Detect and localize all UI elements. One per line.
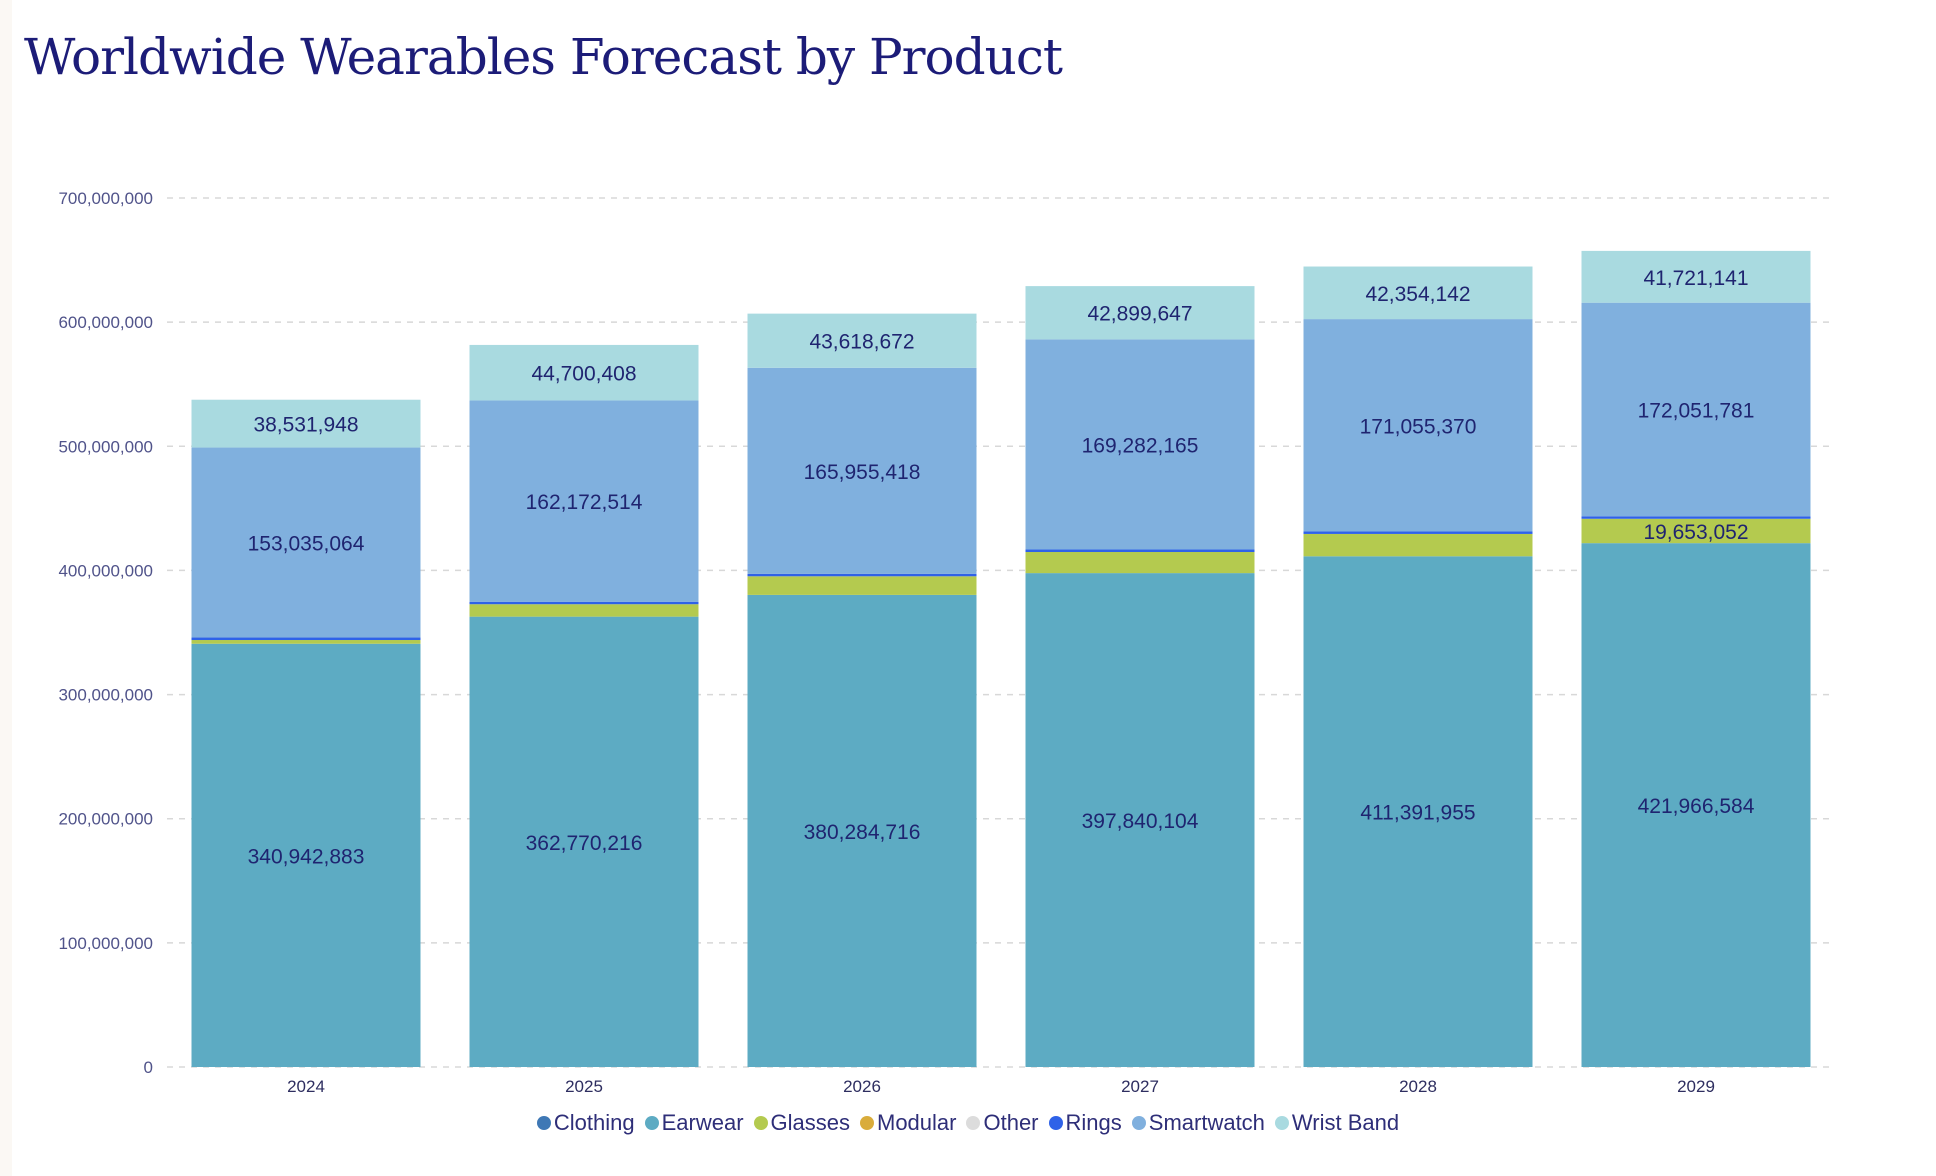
bar-segment-smartwatch: [1303, 319, 1533, 532]
x-tick-label: 2024: [287, 1077, 325, 1096]
legend-dot-icon: [860, 1116, 874, 1130]
y-tick-label: 0: [144, 1058, 153, 1077]
x-tick-label: 2029: [1677, 1077, 1715, 1096]
legend-dot-icon: [966, 1116, 981, 1130]
data-label: 380,284,716: [804, 821, 921, 844]
data-label: 397,840,104: [1082, 810, 1199, 833]
data-label: 41,721,141: [1643, 267, 1748, 290]
legend-label: Wrist Band: [1291, 1110, 1400, 1135]
data-label: 162,172,514: [526, 491, 643, 514]
legend-label: Earwear: [661, 1110, 744, 1135]
data-label: 411,391,955: [1360, 802, 1475, 825]
bar-segment-glasses: [191, 640, 421, 644]
legend-item[interactable]: Wrist Band: [1274, 1110, 1400, 1136]
x-tick-label: 2028: [1399, 1077, 1437, 1096]
bar-segment-earwear: [1303, 556, 1533, 1067]
data-label: 169,282,165: [1082, 434, 1199, 457]
y-tick-label: 100,000,000: [58, 934, 153, 953]
y-tick-label: 700,000,000: [58, 189, 153, 208]
legend-label: Rings: [1065, 1110, 1122, 1135]
bar-segment-wrist-band: [747, 313, 977, 368]
bar-segment-rings: [469, 601, 699, 605]
bar-segment-glasses: [1025, 552, 1255, 574]
legend-item[interactable]: Other: [966, 1110, 1039, 1136]
legend-dot-icon: [1048, 1116, 1063, 1130]
bar-segment-wrist-band: [469, 344, 699, 401]
data-label: 42,354,142: [1365, 283, 1470, 306]
legend-item[interactable]: Rings: [1048, 1110, 1122, 1136]
legend-dot-icon: [753, 1116, 768, 1130]
legend-dot-icon: [644, 1116, 659, 1130]
data-label: 421,966,584: [1638, 795, 1755, 818]
bar-segment-wrist-band: [1025, 286, 1255, 340]
y-tick-label: 400,000,000: [58, 561, 153, 580]
data-label: 42,899,647: [1087, 303, 1192, 326]
bar-segment-wrist-band: [1581, 250, 1811, 303]
bar-segment-smartwatch: [469, 400, 699, 602]
data-label: 43,618,672: [809, 331, 914, 354]
data-label: 19,653,052: [1643, 521, 1748, 544]
bar-segment-rings: [1303, 531, 1533, 534]
legend-dot-icon: [1131, 1116, 1146, 1130]
legend-label: Smartwatch: [1148, 1110, 1265, 1135]
data-label: 38,531,948: [253, 414, 358, 437]
bar-segment-earwear: [747, 594, 977, 1067]
bar-segment-glasses: [747, 576, 977, 595]
data-label: 340,942,883: [248, 845, 365, 868]
y-tick-label: 500,000,000: [58, 437, 153, 456]
x-tick-label: 2025: [565, 1077, 603, 1096]
legend: Clothing Earwear Glasses Modular Other Rings S…: [0, 1110, 1936, 1136]
legend-label: Modular: [877, 1110, 957, 1135]
data-label: 44,700,408: [531, 363, 636, 386]
legend-item[interactable]: Smartwatch: [1131, 1110, 1265, 1136]
x-tick-label: 2027: [1121, 1077, 1159, 1096]
data-label: 165,955,418: [804, 461, 921, 484]
bar-segment-earwear: [469, 616, 699, 1067]
data-label: 172,051,781: [1638, 399, 1755, 422]
chart-title: Worldwide Wearables Forecast by Product: [24, 28, 1063, 86]
legend-item[interactable]: Glasses: [753, 1110, 850, 1136]
legend-dot-icon: [536, 1116, 551, 1130]
legend-label: Other: [983, 1110, 1039, 1135]
legend-item[interactable]: Clothing: [536, 1110, 635, 1136]
legend-label: Glasses: [770, 1110, 850, 1135]
bar-segment-earwear: [191, 643, 421, 1067]
bar-segment-smartwatch: [1581, 302, 1811, 517]
x-tick-label: 2026: [843, 1077, 881, 1096]
bar-segment-rings: [1581, 516, 1811, 519]
data-label: 362,770,216: [526, 832, 643, 855]
y-tick-label: 300,000,000: [58, 686, 153, 705]
legend-item[interactable]: Earwear: [644, 1110, 744, 1136]
bar-segment-earwear: [1581, 543, 1811, 1067]
bar-segment-rings: [1025, 549, 1255, 553]
bar-segment-rings: [191, 637, 421, 641]
bar-segment-smartwatch: [191, 447, 421, 638]
legend-dot-icon: [1274, 1116, 1289, 1130]
bar-segment-smartwatch: [747, 367, 977, 574]
bar-segment-smartwatch: [1025, 339, 1255, 550]
bar-segment-earwear: [1025, 573, 1255, 1067]
data-label: 153,035,064: [248, 533, 365, 556]
legend-label: Clothing: [553, 1110, 635, 1135]
page-edge: [0, 0, 12, 1176]
data-label: 171,055,370: [1360, 415, 1477, 438]
bar-segment-wrist-band: [1303, 266, 1533, 320]
bar-segment-wrist-band: [191, 399, 421, 448]
legend-item[interactable]: Modular: [860, 1110, 956, 1136]
bar-segment-glasses: [1303, 533, 1533, 557]
bar-segment-glasses: [469, 604, 699, 617]
y-tick-label: 600,000,000: [58, 313, 153, 332]
y-tick-label: 200,000,000: [58, 810, 153, 829]
bar-segment-glasses: [1581, 518, 1811, 544]
bar-segment-rings: [747, 573, 977, 577]
